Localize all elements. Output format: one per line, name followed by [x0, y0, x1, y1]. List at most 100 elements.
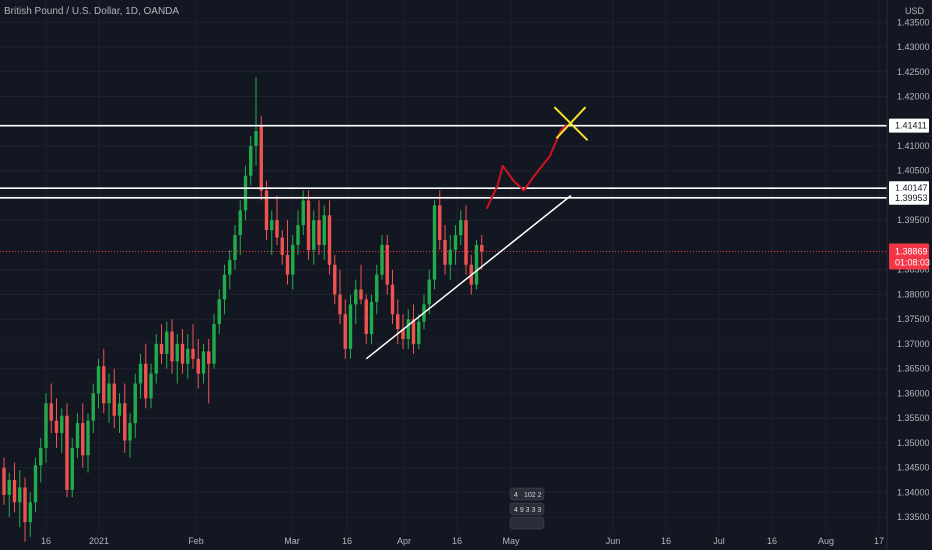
candle-body: [81, 423, 85, 456]
candle-body: [207, 351, 211, 364]
candle: [233, 225, 237, 270]
badge-2-value: 4 9 3 3 3: [514, 507, 541, 514]
candle: [207, 338, 211, 404]
y-tick-label: 1.36000: [897, 388, 930, 398]
candle: [312, 210, 316, 265]
candle-body: [385, 244, 389, 285]
candle-body: [338, 294, 342, 315]
candle-body: [327, 215, 332, 265]
candle: [49, 383, 53, 434]
candle: [390, 269, 395, 325]
x-tick-label: Apr: [397, 536, 411, 546]
candle-body: [333, 264, 337, 295]
candle-body: [243, 175, 248, 211]
candle-body: [180, 343, 185, 364]
candle: [86, 413, 90, 473]
candle-body: [212, 324, 216, 364]
candle: [385, 235, 389, 295]
candle-body: [238, 210, 242, 236]
projection-path[interactable]: [486, 124, 567, 209]
level-tag: [889, 118, 929, 133]
candle-body: [222, 274, 227, 300]
candle: [343, 299, 347, 359]
candle-body: [448, 249, 452, 265]
candle: [112, 368, 116, 429]
candle-body: [417, 321, 421, 344]
candle: [28, 492, 32, 537]
drawings[interactable]: [365, 106, 588, 360]
candle-body: [149, 373, 153, 399]
candle: [432, 200, 437, 290]
badge-3[interactable]: [509, 516, 545, 530]
candle: [285, 220, 290, 285]
level-tag-label: 1.39953: [895, 193, 928, 203]
candle-body: [102, 366, 106, 404]
annotation-badges[interactable]: 4 102 2 4 9 3 3 3: [509, 487, 545, 530]
y-tick-label: 1.35000: [897, 438, 930, 448]
candle: [33, 457, 38, 513]
candle: [474, 240, 479, 290]
badge-1[interactable]: [509, 487, 545, 501]
badge-2[interactable]: [509, 502, 545, 516]
candle: [70, 437, 74, 498]
candle-body: [291, 244, 295, 275]
x-tick-label: 16: [41, 536, 51, 546]
level-tag-label: 1.41411: [895, 121, 927, 131]
candle-body: [264, 190, 269, 231]
candle-body: [170, 331, 174, 362]
candle-body: [312, 220, 316, 250]
candles: [2, 76, 484, 542]
horizontal-levels[interactable]: [0, 124, 887, 252]
candle-body: [390, 284, 395, 315]
candle-body: [138, 363, 143, 384]
candle: [459, 210, 463, 245]
candle: [217, 289, 221, 335]
x-tick-label: Aug: [818, 536, 834, 546]
candle: [291, 235, 295, 290]
candle: [170, 319, 174, 374]
time-axis[interactable]: 16 2021 Feb Mar 16 Apr 16 May Jun 16 Jul 16 Aug 17: [41, 536, 884, 546]
candle-body: [217, 299, 221, 325]
candle: [96, 358, 101, 409]
candle-body: [249, 145, 253, 176]
candle-body: [91, 393, 95, 421]
candle: [7, 472, 11, 518]
candle-body: [128, 423, 132, 441]
candle-body: [359, 289, 363, 300]
candle: [369, 294, 374, 344]
candle-body: [54, 420, 59, 434]
candle: [306, 190, 311, 260]
candle-body: [364, 299, 368, 335]
x-tick-label: Jun: [606, 536, 621, 546]
y-tick-label: 1.33500: [897, 512, 930, 522]
candle: [159, 324, 164, 364]
candle-body: [201, 351, 206, 374]
candle: [238, 200, 242, 255]
candle-body: [438, 205, 442, 241]
candle-body: [144, 363, 148, 399]
candle: [175, 334, 179, 384]
candle-body: [12, 480, 17, 503]
candle: [144, 343, 148, 409]
candle-body: [117, 403, 122, 416]
candle-body: [133, 383, 137, 424]
candle: [249, 136, 253, 186]
y-tick-label: 1.42000: [897, 92, 930, 102]
target-x-mark[interactable]: [554, 106, 588, 141]
candle: [117, 393, 122, 434]
price-axis[interactable]: 1.33500 1.34000 1.34500 1.35000 1.35500 1.360…: [889, 17, 930, 522]
candle-body: [196, 358, 200, 374]
candle: [259, 116, 263, 201]
candle-body: [474, 244, 479, 285]
candle-body: [464, 220, 468, 265]
trendline[interactable]: [365, 194, 572, 360]
candle-body: [7, 480, 11, 495]
x-tick-label: 16: [452, 536, 462, 546]
candle: [165, 321, 169, 369]
candle-body: [259, 126, 263, 191]
candle-body: [275, 220, 279, 238]
x-tick-label: 16: [661, 536, 671, 546]
candle: [54, 398, 59, 448]
candle-body: [44, 403, 48, 448]
